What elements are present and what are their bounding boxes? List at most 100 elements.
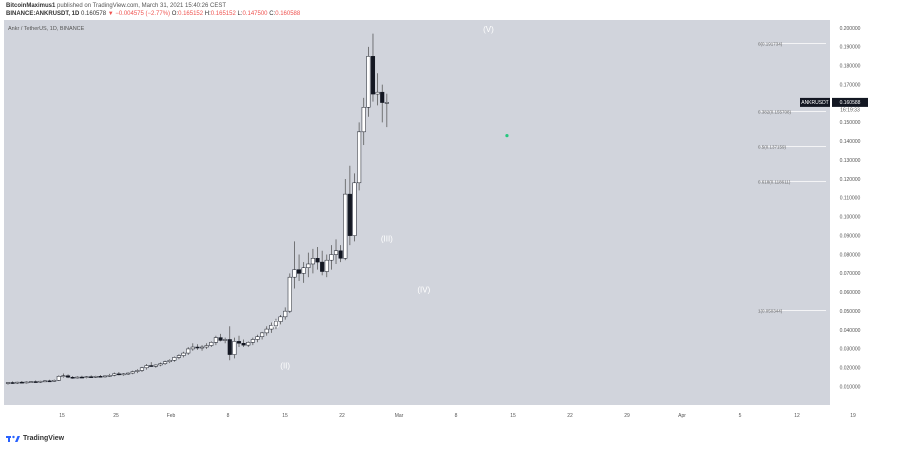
candle (149, 362, 154, 367)
candle (52, 379, 57, 382)
last-value: 0.160578 (81, 11, 107, 17)
candle-body (227, 339, 232, 355)
candle-body (333, 250, 339, 255)
wave-label: (III) (381, 234, 393, 243)
candle (287, 273, 292, 314)
candle-body (273, 321, 279, 326)
candle (130, 370, 135, 375)
candle (306, 252, 311, 278)
candle (107, 373, 112, 377)
candle (357, 122, 362, 191)
candle-body (352, 182, 357, 236)
candle-body (213, 337, 218, 343)
candle-body (149, 365, 154, 367)
candle (283, 307, 288, 320)
time-tick-label: 22 (567, 413, 573, 419)
chart-header: BitcoinMaximus1 published on TradingView… (6, 2, 886, 22)
time-tick-label: 5 (739, 413, 742, 419)
candle (278, 314, 283, 325)
price-tick-label: 0.140000 (840, 139, 861, 145)
candle-body (70, 376, 75, 379)
candle (29, 381, 34, 383)
candle-body (121, 373, 126, 376)
author-name[interactable]: BitcoinMaximus1 (6, 3, 56, 9)
candle (144, 364, 149, 370)
candle (84, 376, 89, 379)
price-tick-label: 0.180000 (840, 64, 861, 70)
price-tick-label: 0.100000 (840, 215, 861, 221)
ohlc-line: BINANCE:ANKRUSDT, 1D 0.160578 ▼ −0.00457… (6, 10, 886, 18)
candle-body (232, 341, 237, 355)
candle (158, 362, 163, 367)
candle-body (79, 376, 84, 379)
candle-body (278, 316, 283, 322)
candle (329, 245, 334, 270)
chart-area[interactable]: Ankr / TetherUS, 1D, BINANCE 0(0.191734)… (0, 20, 900, 430)
candle (204, 343, 209, 349)
candle-body (287, 276, 292, 312)
time-tick-label: Apr (678, 413, 686, 419)
candle-body (343, 193, 348, 259)
candle (24, 381, 29, 384)
time-tick-label: 15 (59, 413, 65, 419)
candlestick-chart[interactable]: Ankr / TetherUS, 1D, BINANCE 0(0.191734)… (0, 20, 900, 430)
price-tick-label: 0.120000 (840, 177, 861, 183)
candle (361, 97, 366, 146)
candle-body (126, 372, 131, 375)
candle-body (297, 269, 302, 274)
candle (324, 254, 329, 278)
close-label: C: (269, 11, 276, 17)
candle-body (153, 364, 158, 367)
wave-label: (I) (272, 319, 280, 328)
candle (375, 73, 380, 106)
candle (70, 376, 75, 379)
candle-body (306, 263, 311, 268)
candle (195, 344, 200, 350)
candle (227, 326, 232, 361)
chart-title: Ankr / TetherUS, 1D, BINANCE (8, 26, 85, 32)
time-tick-label: 8 (227, 413, 230, 419)
candle (167, 359, 172, 364)
candle (19, 381, 24, 384)
symbol-label: ANKRUSDT (801, 100, 829, 106)
candle (213, 335, 218, 346)
fib-level-label: 0(0.191734) (758, 41, 783, 46)
symbol-label: BINANCE:ANKRUSDT, 1D (6, 11, 80, 17)
candle (250, 337, 255, 346)
candle (10, 381, 15, 384)
candle-body (135, 370, 140, 372)
candle-body (324, 259, 329, 272)
price-tick-label: 0.030000 (840, 347, 861, 353)
candle-body (357, 131, 362, 184)
candle-body (283, 310, 288, 318)
price-tick-label: 0.090000 (840, 233, 861, 239)
candle-body (38, 380, 43, 383)
candle (61, 373, 66, 378)
candle-body (315, 258, 320, 263)
candle (236, 335, 242, 348)
candle-body (292, 269, 297, 278)
candle (273, 318, 279, 330)
time-tick-label: 8 (455, 413, 458, 419)
price-tick-label: 0.170000 (840, 82, 861, 88)
candle-body (301, 267, 306, 274)
candle (297, 254, 302, 281)
candle-body (236, 341, 242, 344)
candle-body (172, 357, 177, 361)
candle-body (366, 56, 371, 108)
high-label: H: (204, 11, 211, 17)
candle (5, 381, 11, 385)
candle-body (338, 250, 343, 259)
candle-body (195, 346, 200, 349)
candle-body (112, 373, 117, 376)
time-axis[interactable]: 15 25 Feb 8 15 22 Mar 8 15 22 29 Apr 5 12 19 (59, 413, 856, 419)
candle-body (42, 380, 48, 383)
candle (343, 179, 348, 261)
price-axis[interactable]: 0.2000000.1900000.1800000.1700000.160000… (800, 26, 868, 391)
candle (112, 372, 117, 377)
candle-body (264, 328, 269, 334)
candle (153, 364, 158, 368)
candle-body (329, 254, 334, 261)
candle-body (24, 381, 29, 384)
candle-body (158, 363, 163, 366)
